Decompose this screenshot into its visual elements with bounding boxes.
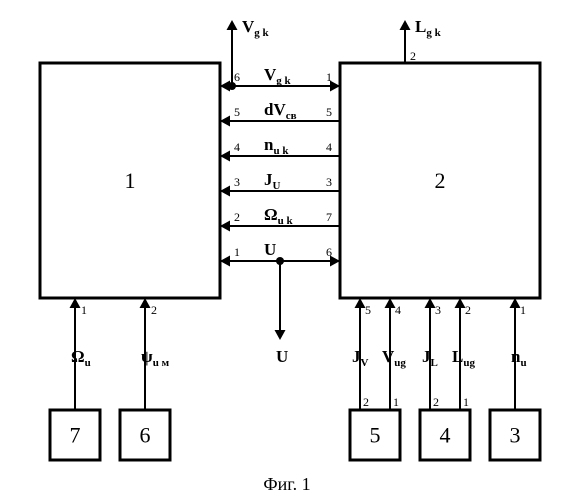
b1-in-label-2: ψu м <box>141 347 170 369</box>
tick-lgk: 2 <box>410 49 416 63</box>
mid-rtick-2: 4 <box>326 140 332 154</box>
box-label-6: 6 <box>140 423 151 448</box>
box-label-5: 5 <box>370 423 381 448</box>
b4-out-tick-2: 2 <box>433 395 439 409</box>
label-vug: Vug <box>382 347 406 369</box>
mid-label-0: Vg k <box>264 65 292 87</box>
label-lug: Lug <box>452 347 475 369</box>
label-jv: JV <box>352 347 369 369</box>
mid-rtick-4: 7 <box>326 210 332 224</box>
b2-in-tick-5: 5 <box>365 303 371 317</box>
box-label-1: 1 <box>125 168 136 193</box>
b2-in-tick-2: 2 <box>465 303 471 317</box>
label-vgk-top: Vg k <box>242 17 270 39</box>
b5-out-tick-1: 1 <box>393 395 399 409</box>
mid-ltick-4: 2 <box>234 210 240 224</box>
mid-ltick-2: 4 <box>234 140 240 154</box>
b1-in-tick-2: 2 <box>151 303 157 317</box>
mid-rtick-5: 6 <box>326 245 332 259</box>
b2-in-tick-3: 3 <box>435 303 441 317</box>
mid-rtick-1: 5 <box>326 105 332 119</box>
b1-in-tick-1: 1 <box>81 303 87 317</box>
mid-rtick-0: 1 <box>326 70 332 84</box>
mid-label-1: dVсв <box>264 100 297 122</box>
b5-out-tick-2: 2 <box>363 395 369 409</box>
mid-rtick-3: 3 <box>326 175 332 189</box>
b2-in-tick-4: 4 <box>395 303 401 317</box>
mid-ltick-3: 3 <box>234 175 240 189</box>
mid-ltick-0: 6 <box>234 70 240 84</box>
b2-in-label-1: nu <box>511 347 527 369</box>
label-lgk-top: Lg k <box>415 17 442 39</box>
mid-label-3: JU <box>264 170 281 192</box>
b2-in-tick-1: 1 <box>520 303 526 317</box>
box-label-3: 3 <box>510 423 521 448</box>
caption: Фиг. 1 <box>263 474 310 494</box>
mid-ltick-5: 1 <box>234 245 240 259</box>
label-jl: JL <box>422 347 438 369</box>
mid-label-4: Ωu k <box>264 205 293 227</box>
box-label-2: 2 <box>435 168 446 193</box>
mid-label-5: U <box>264 240 276 259</box>
b4-out-tick-1: 1 <box>463 395 469 409</box>
mid-label-2: nu k <box>264 135 289 157</box>
b1-in-label-1: Ωu <box>71 347 91 369</box>
mid-ltick-1: 5 <box>234 105 240 119</box>
label-u: U <box>276 347 288 366</box>
box-label-4: 4 <box>440 423 451 448</box>
box-label-7: 7 <box>70 423 81 448</box>
